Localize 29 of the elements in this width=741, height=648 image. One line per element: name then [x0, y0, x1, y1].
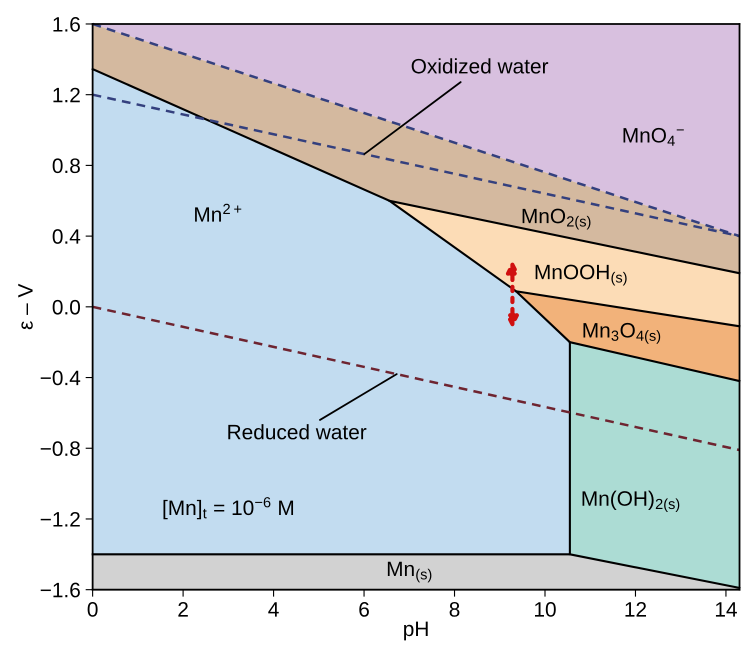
y-tick-label: 0.8 — [52, 158, 80, 174]
x-tick-label: 2 — [178, 602, 188, 617]
annotation: MnO$_{4}$$^{−}$ — [624, 128, 684, 146]
x-tick-label: 0 — [88, 602, 98, 617]
y-tick-label: −0.8 — [40, 441, 80, 456]
y-tick-label: 0.0 — [52, 300, 80, 315]
x-tick-label: 8 — [450, 602, 460, 617]
annotation: Mn$_{(s)}$ — [388, 562, 432, 582]
annotation: Mn(OH)$_{2(s)}$ — [582, 490, 680, 512]
x-tick-label: 12 — [625, 602, 646, 617]
text: Reduced water — [228, 424, 366, 440]
annotation: MnOOH$_{(s)}$ — [536, 264, 627, 286]
annotation: Mn$_{3}$O$_{4(s)}$ — [583, 322, 660, 344]
x-tick-label: 14 — [716, 602, 737, 617]
annotation: Mn$^{2+}$ — [195, 204, 242, 222]
y-tick-label: −0.4 — [40, 370, 80, 386]
x-axis-title: pH — [404, 622, 428, 640]
annotation: MnO$_{2(s)}$ — [522, 208, 590, 230]
x-tick-label: 6 — [359, 602, 369, 617]
x-tick-label: 4 — [268, 602, 279, 617]
x-tick-label: 10 — [535, 602, 556, 617]
y-tick-label: −1.2 — [40, 512, 80, 527]
annotation: [Mn]$_{t}$ = 10$^{−6}$ M — [164, 497, 294, 520]
y-tick-label: 1.6 — [53, 16, 80, 32]
y-tick-label: 0.4 — [52, 229, 80, 244]
text: Oxidized water — [412, 58, 548, 74]
y-tick-label: 1.2 — [53, 88, 80, 102]
y-tick-label: −1.6 — [40, 582, 80, 598]
y-axis-title: ε – V — [18, 284, 33, 330]
